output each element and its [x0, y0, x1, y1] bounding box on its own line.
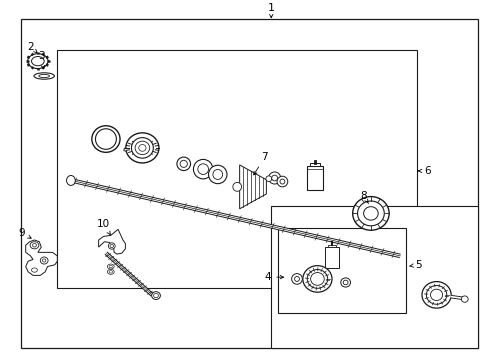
Ellipse shape: [180, 160, 187, 167]
Ellipse shape: [92, 126, 120, 152]
Ellipse shape: [31, 57, 44, 66]
Ellipse shape: [31, 268, 37, 272]
Ellipse shape: [343, 280, 347, 285]
Text: 3: 3: [38, 51, 44, 69]
Ellipse shape: [302, 266, 331, 292]
Ellipse shape: [30, 242, 39, 249]
Ellipse shape: [363, 207, 377, 220]
Ellipse shape: [208, 165, 226, 184]
Ellipse shape: [268, 172, 280, 184]
Ellipse shape: [232, 183, 241, 191]
Ellipse shape: [107, 269, 114, 274]
Ellipse shape: [151, 292, 160, 300]
Ellipse shape: [421, 282, 450, 308]
Ellipse shape: [310, 273, 324, 285]
Ellipse shape: [135, 141, 149, 154]
Ellipse shape: [107, 264, 114, 269]
Text: 7: 7: [253, 152, 268, 175]
Ellipse shape: [40, 257, 48, 264]
Text: 2: 2: [27, 42, 37, 53]
Bar: [327, 244, 335, 247]
Text: 10: 10: [97, 219, 110, 235]
Bar: [57, 50, 416, 288]
Ellipse shape: [66, 176, 75, 185]
Polygon shape: [99, 229, 125, 254]
Bar: [277, 228, 406, 312]
Polygon shape: [26, 240, 57, 275]
Ellipse shape: [108, 243, 115, 249]
Ellipse shape: [460, 296, 467, 302]
Ellipse shape: [95, 129, 116, 149]
Ellipse shape: [28, 54, 48, 68]
Ellipse shape: [294, 276, 299, 282]
Ellipse shape: [42, 259, 46, 262]
Text: 1: 1: [267, 3, 274, 18]
Ellipse shape: [153, 293, 158, 298]
Bar: [310, 163, 319, 166]
Ellipse shape: [110, 244, 113, 248]
Polygon shape: [239, 165, 266, 209]
Ellipse shape: [131, 138, 153, 158]
Bar: [306, 166, 322, 189]
Ellipse shape: [139, 144, 146, 151]
Ellipse shape: [265, 176, 271, 181]
Ellipse shape: [32, 243, 36, 247]
Ellipse shape: [291, 274, 302, 284]
Ellipse shape: [271, 175, 277, 181]
Ellipse shape: [277, 176, 287, 187]
Ellipse shape: [426, 285, 446, 304]
Bar: [325, 247, 338, 268]
Ellipse shape: [125, 133, 159, 163]
Text: 9: 9: [18, 228, 31, 238]
Ellipse shape: [34, 73, 54, 79]
Ellipse shape: [280, 179, 285, 184]
Ellipse shape: [39, 75, 49, 78]
Ellipse shape: [193, 159, 212, 179]
Text: 4: 4: [264, 272, 283, 282]
Ellipse shape: [340, 278, 350, 287]
Text: 5: 5: [409, 260, 422, 270]
Ellipse shape: [177, 157, 190, 171]
Ellipse shape: [429, 289, 442, 301]
Text: 6: 6: [418, 166, 430, 176]
Ellipse shape: [198, 164, 208, 175]
Text: 8: 8: [360, 191, 368, 203]
Bar: [271, 206, 477, 348]
Ellipse shape: [352, 197, 388, 230]
Ellipse shape: [109, 265, 112, 268]
Ellipse shape: [109, 271, 112, 273]
Ellipse shape: [357, 201, 384, 226]
Ellipse shape: [306, 270, 327, 288]
Ellipse shape: [212, 170, 222, 179]
